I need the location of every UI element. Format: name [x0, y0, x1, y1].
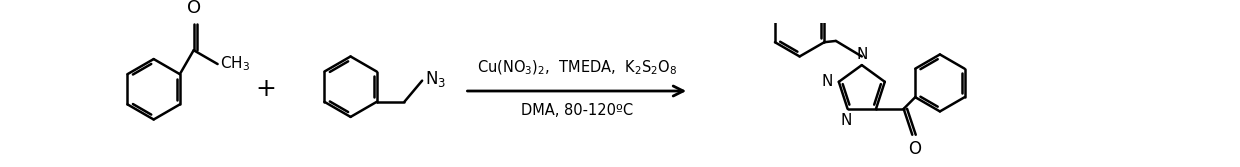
Text: O: O — [186, 0, 201, 17]
Text: Cu(NO$_3$)$_2$,  TMEDA,  K$_2$S$_2$O$_8$: Cu(NO$_3$)$_2$, TMEDA, K$_2$S$_2$O$_8$ — [476, 59, 677, 77]
Text: N: N — [841, 113, 852, 128]
Text: N: N — [821, 74, 833, 89]
Text: N$_3$: N$_3$ — [425, 69, 446, 89]
Text: N: N — [856, 47, 868, 62]
Text: +: + — [255, 77, 277, 101]
Text: CH$_3$: CH$_3$ — [221, 55, 250, 73]
Text: DMA, 80-120ºC: DMA, 80-120ºC — [521, 103, 632, 118]
Text: O: O — [909, 140, 921, 158]
